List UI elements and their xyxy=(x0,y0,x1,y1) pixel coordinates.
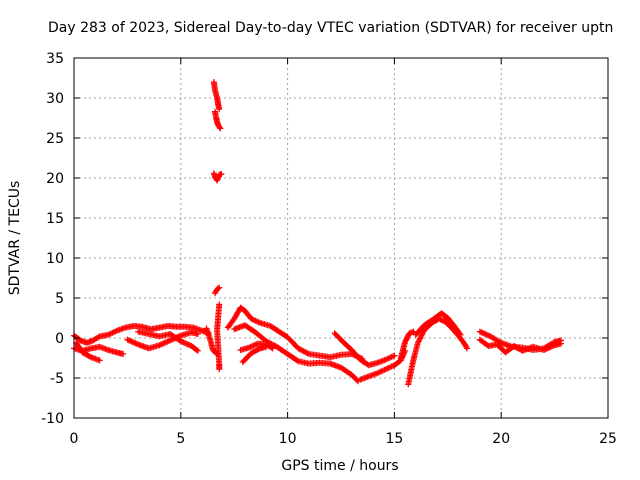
series-trace-q xyxy=(476,336,565,356)
x-axis-ticks: 0 5 10 15 20 25 xyxy=(70,58,617,447)
series-trace-d xyxy=(124,329,201,352)
data-point xyxy=(217,125,224,132)
x-tick-label: 0 xyxy=(70,431,79,447)
y-tick-label: 35 xyxy=(46,51,64,67)
chart-title: Day 283 of 2023, Sidereal Day-to-day VTE… xyxy=(48,20,613,36)
x-tick-label: 5 xyxy=(176,431,185,447)
y-tick-label: 10 xyxy=(46,251,64,267)
x-tick-label: 20 xyxy=(492,431,510,447)
series-trace-spike-4 xyxy=(211,284,223,297)
data-point xyxy=(193,347,200,353)
y-tick-label: 30 xyxy=(46,91,64,107)
series-trace-c xyxy=(73,339,103,364)
y-tick-label: 20 xyxy=(46,171,64,187)
x-tick-label: 15 xyxy=(385,431,403,447)
y-tick-label: 5 xyxy=(55,291,64,307)
y-tick-label: 0 xyxy=(55,331,64,347)
data-point xyxy=(95,334,102,341)
x-axis-label: GPS time / hours xyxy=(281,458,398,474)
data-point xyxy=(269,345,276,352)
x-tick-label: 10 xyxy=(279,431,297,447)
data-point xyxy=(463,344,470,351)
grid xyxy=(74,58,608,418)
data-point xyxy=(86,353,93,360)
data-point xyxy=(216,366,223,373)
series-trace-e xyxy=(135,328,201,354)
data-points xyxy=(71,79,565,388)
y-tick-label: -10 xyxy=(41,411,64,427)
data-point xyxy=(96,357,103,364)
data-point xyxy=(215,285,222,292)
data-point xyxy=(194,347,201,354)
y-tick-label: 15 xyxy=(46,211,64,227)
y-axis-label: SDTVAR / TECUs xyxy=(7,181,23,296)
y-tick-label: 25 xyxy=(46,131,64,147)
data-point xyxy=(216,106,223,113)
series-trace-o xyxy=(412,310,464,338)
data-point xyxy=(457,331,464,338)
series-trace-spike-3 xyxy=(210,170,225,184)
plot-frame xyxy=(73,57,609,419)
series-trace-j xyxy=(239,343,270,365)
series-trace-l xyxy=(357,347,409,383)
data-point xyxy=(391,352,398,359)
y-axis-ticks: -10 -5 0 5 10 15 20 25 30 35 xyxy=(41,51,608,427)
series-trace-n xyxy=(405,315,471,388)
data-point xyxy=(216,124,223,131)
y-tick-label: -5 xyxy=(50,371,64,387)
data-point xyxy=(558,340,565,347)
data-point xyxy=(263,343,270,350)
series-trace-isolated xyxy=(214,301,223,373)
data-point xyxy=(456,330,463,337)
data-point xyxy=(120,351,127,357)
series-trace-m xyxy=(397,328,417,361)
series-trace-spike-2 xyxy=(211,108,224,132)
series-trace-a xyxy=(71,323,212,346)
series-trace-f xyxy=(203,325,221,357)
data-point xyxy=(216,284,223,291)
data-point xyxy=(268,344,275,351)
data-point xyxy=(304,350,311,357)
series-trace-g xyxy=(224,304,366,362)
x-tick-label: 25 xyxy=(599,431,617,447)
series-trace-k xyxy=(331,330,398,369)
series-trace-h xyxy=(231,322,362,385)
series-trace-spike-1 xyxy=(210,79,223,113)
data-point xyxy=(294,357,301,364)
data-point xyxy=(218,171,225,177)
data-point xyxy=(194,331,201,337)
data-point xyxy=(464,345,471,352)
